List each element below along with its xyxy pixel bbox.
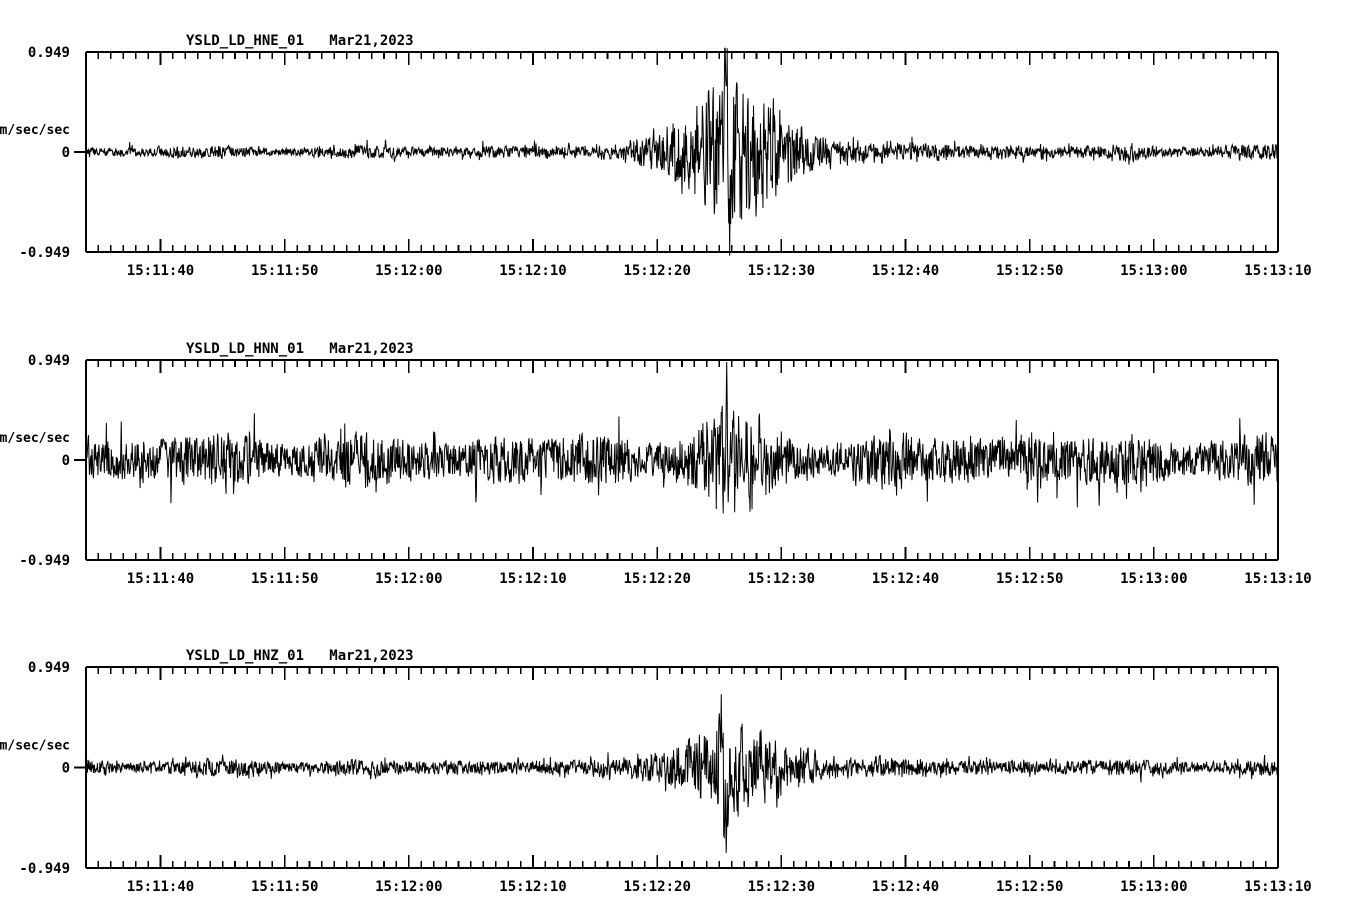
x-axis-tick-label: 15:12:40	[872, 263, 939, 279]
y-axis-min-label: -0.949	[19, 245, 70, 261]
trace-title: YSLD_LD_HNE_01 Mar21,2023	[186, 33, 414, 49]
x-axis-tick-label: 15:12:10	[499, 879, 566, 895]
y-axis-max-label: 0.949	[28, 45, 70, 61]
x-axis-tick-label: 15:13:00	[1120, 879, 1187, 895]
x-axis-tick-label: 15:12:00	[375, 571, 442, 587]
y-axis-max-label: 0.949	[28, 353, 70, 369]
x-axis-tick-label: 15:11:40	[127, 571, 194, 587]
x-axis-tick-label: 15:12:30	[748, 263, 815, 279]
x-axis-tick-label: 15:12:40	[872, 571, 939, 587]
x-axis-tick-label: 15:13:00	[1120, 263, 1187, 279]
x-axis-tick-label: 15:12:30	[748, 879, 815, 895]
x-axis-tick-label: 15:12:30	[748, 571, 815, 587]
x-axis-tick-label: 15:12:50	[996, 571, 1063, 587]
panel-canvas-hnn: 0.949 0 -0.949 cm/sec/sec YSLD_LD_HNN_01 Mar…	[0, 341, 1312, 587]
y-axis-zero-label: 0	[62, 453, 70, 469]
x-axis-tick-label: 15:12:10	[499, 263, 566, 279]
y-axis-min-label: -0.949	[19, 861, 70, 877]
seismogram-panel-hnn: 0.949 0 -0.949 cm/sec/sec YSLD_LD_HNN_01 Mar…	[0, 308, 1358, 616]
x-axis-tick-label: 15:11:50	[251, 263, 318, 279]
y-axis-unit-label: cm/sec/sec	[0, 431, 70, 446]
x-axis-tick-label: 15:12:20	[623, 879, 690, 895]
panel-canvas-hne: 0.949 0 -0.949 cm/sec/sec YSLD_LD_HNE_01 Mar…	[0, 33, 1312, 279]
x-axis-tick-label: 15:11:40	[127, 879, 194, 895]
x-axis-tick-label: 15:11:50	[251, 879, 318, 895]
x-axis-tick-label: 15:12:00	[375, 263, 442, 279]
x-axis-tick-label: 15:13:00	[1120, 571, 1187, 587]
y-axis-unit-label: cm/sec/sec	[0, 739, 70, 754]
seismogram-panel-hne: 0.949 0 -0.949 cm/sec/sec YSLD_LD_HNE_01 Mar…	[0, 0, 1358, 308]
x-axis-tick-label: 15:13:10	[1244, 879, 1311, 895]
waveform-trace-hnz	[85, 694, 1279, 853]
trace-title: YSLD_LD_HNN_01 Mar21,2023	[186, 341, 414, 357]
waveform-trace-hnn	[85, 361, 1279, 514]
trace-title: YSLD_LD_HNZ_01 Mar21,2023	[186, 648, 414, 664]
y-axis-zero-label: 0	[62, 761, 70, 777]
x-axis-tick-label: 15:12:20	[623, 263, 690, 279]
x-axis-tick-label: 15:12:50	[996, 263, 1063, 279]
x-axis-tick-label: 15:13:10	[1244, 263, 1311, 279]
axis-ticks	[85, 667, 1279, 868]
axis-ticks	[85, 52, 1279, 252]
axis-ticks	[85, 360, 1279, 560]
seismogram-panel-hnz: 0.949 0 -0.949 cm/sec/sec YSLD_LD_HNZ_01 Mar…	[0, 615, 1358, 923]
x-axis-tick-label: 15:11:40	[127, 263, 194, 279]
x-axis-tick-label: 15:12:00	[375, 879, 442, 895]
x-axis-tick-label: 15:12:40	[872, 879, 939, 895]
x-axis-tick-label: 15:12:20	[623, 571, 690, 587]
y-axis-min-label: -0.949	[19, 553, 70, 569]
x-axis-tick-label: 15:12:50	[996, 879, 1063, 895]
y-axis-max-label: 0.949	[28, 660, 70, 676]
panel-canvas-hnz: 0.949 0 -0.949 cm/sec/sec YSLD_LD_HNZ_01 Mar…	[0, 648, 1312, 895]
x-axis-tick-label: 15:11:50	[251, 571, 318, 587]
x-axis-tick-label: 15:12:10	[499, 571, 566, 587]
y-axis-zero-label: 0	[62, 145, 70, 161]
y-axis-unit-label: cm/sec/sec	[0, 123, 70, 138]
x-axis-tick-label: 15:13:10	[1244, 571, 1311, 587]
waveform-trace-hne	[85, 47, 1279, 256]
